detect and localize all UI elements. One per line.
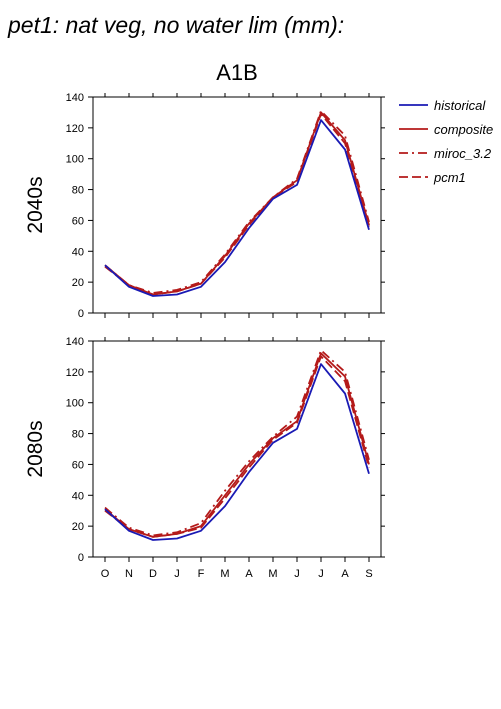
- legend-label: historical: [434, 98, 486, 113]
- x-tick-label: D: [149, 568, 157, 580]
- series-line-historical: [104, 363, 370, 541]
- panel-2040s: 0 20 40 60 80 100 120 140 2040s: [24, 92, 385, 320]
- y-tick-label: 100: [66, 398, 84, 410]
- panel-label: 2080s: [24, 420, 47, 477]
- y-tick-label: 120: [66, 367, 84, 379]
- x-tick-label: F: [198, 568, 205, 580]
- y-tick-label: 100: [66, 154, 84, 166]
- y-tick-label: 20: [72, 521, 84, 533]
- x-tick-label: A: [341, 568, 349, 580]
- legend: historical composite miroc_3.2 pcm1: [399, 98, 493, 185]
- x-tick-label: M: [220, 568, 229, 580]
- x-tick-label: S: [365, 568, 372, 580]
- y-tick-label: 60: [72, 459, 84, 471]
- y-tick-label: 120: [66, 123, 84, 135]
- panel-2080s: 0 20 40 60 80 100 120 140 O N D J F M A M J J A S 2080s: [24, 336, 385, 580]
- x-tick-label: J: [174, 568, 180, 580]
- x-tick-label: J: [294, 568, 300, 580]
- legend-label: miroc_3.2: [434, 146, 492, 161]
- plot-frame: [92, 96, 382, 314]
- legend-item: pcm1: [399, 170, 466, 185]
- x-tick-label: J: [318, 568, 324, 580]
- y-tick-label: 140: [66, 336, 84, 348]
- series-line-pcm1: [104, 113, 370, 296]
- x-tick-label: O: [101, 568, 110, 580]
- x-tick-label: N: [125, 568, 133, 580]
- legend-label: pcm1: [433, 170, 466, 185]
- y-tick-label: 140: [66, 92, 84, 104]
- y-tick-label: 0: [78, 308, 84, 320]
- x-tick-label: M: [268, 568, 277, 580]
- x-tick-label: A: [245, 568, 253, 580]
- y-tick-label: 40: [72, 246, 84, 258]
- y-tick-label: 80: [72, 185, 84, 197]
- series-line-miroc-3-2: [104, 110, 370, 294]
- scenario-title: A1B: [216, 60, 258, 85]
- series-line-miroc-3-2: [104, 349, 370, 537]
- legend-item: miroc_3.2: [399, 146, 492, 161]
- y-tick-label: 0: [78, 552, 84, 564]
- y-tick-label: 20: [72, 277, 84, 289]
- legend-item: composite: [399, 122, 493, 137]
- series-line-historical: [104, 119, 370, 297]
- y-tick-label: 40: [72, 490, 84, 502]
- series-line-composite: [104, 111, 370, 296]
- series-line-pcm1: [104, 355, 370, 538]
- y-tick-label: 60: [72, 215, 84, 227]
- figure-title: pet1: nat veg, no water lim (mm):: [7, 12, 344, 38]
- legend-item: historical: [399, 98, 486, 113]
- series-line-composite: [104, 352, 370, 538]
- y-tick-label: 80: [72, 429, 84, 441]
- chart-panels: 0 20 40 60 80 100 120 140 2040s 0 20 40 60 80 100 120 14…: [24, 92, 385, 580]
- legend-label: composite: [434, 122, 493, 137]
- panel-label: 2040s: [24, 176, 47, 233]
- plot-frame: [92, 340, 382, 558]
